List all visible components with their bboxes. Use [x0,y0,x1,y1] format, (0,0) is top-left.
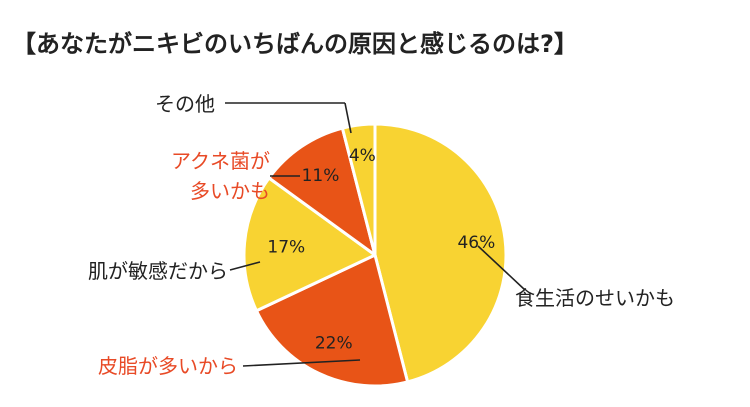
category-label-line: その他 [155,92,215,116]
leader-line [229,261,261,271]
percent-label: 22% [315,334,353,354]
percent-label: 11% [302,166,340,186]
category-label-line: アクネ菌が [171,149,270,173]
leader-lines [225,102,526,367]
pie-slice [340,122,377,257]
category-label: 皮脂が多いから [98,354,238,378]
pie-slice [373,122,508,384]
leader-line [477,245,526,291]
pie-slices [242,122,508,388]
leader-line [242,359,361,367]
category-label-line: 皮脂が多いから [98,354,238,378]
pie-slice [254,253,410,388]
category-label-line: 肌が敏感だから [88,259,228,283]
category-label-line: 食生活のせいかも [515,286,675,310]
pie-slice [242,176,377,313]
percent-label: 17% [267,238,305,258]
percent-label: 46% [457,233,495,253]
percent-label: 4% [349,146,376,166]
category-label: アクネ菌が多いかも [171,149,270,203]
leader-line [344,102,352,134]
percent-labels: 46% 22% 17% 11% 4% [267,146,495,354]
category-label: その他 [155,92,215,116]
category-label: 食生活のせいかも [515,286,675,310]
category-label: 肌が敏感だから [88,259,228,283]
chart-title: 【あなたがニキビのいちばんの原因と感じるのは?】 [12,30,578,58]
category-label-line: 多いかも [190,179,270,203]
